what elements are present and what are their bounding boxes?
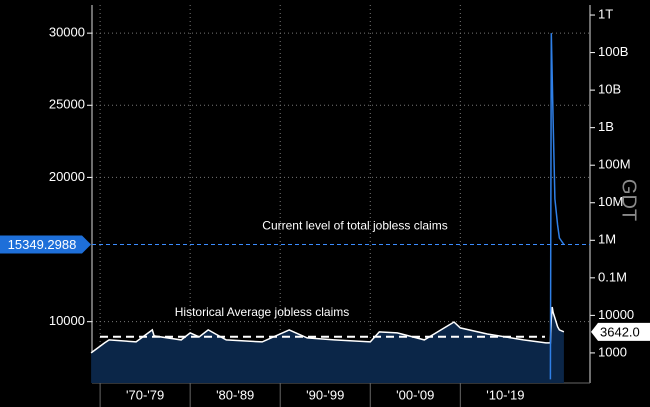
value-tag <box>591 322 650 341</box>
value-tag-label: 15349.2988 <box>8 237 77 252</box>
x-tick-label: '80-'89 <box>216 387 254 402</box>
y2-tick-label: 1T <box>598 6 613 21</box>
annotation: Historical Average jobless claims <box>175 305 350 319</box>
y2-tick-label: 100B <box>598 44 628 59</box>
value-tag <box>0 235 91 254</box>
y2-tick-label: 0.1M <box>598 269 627 284</box>
x-tick-label: '90-'99 <box>306 387 344 402</box>
y2-tick-label: 1M <box>598 232 616 247</box>
y2-tick-label: 10M <box>598 194 623 209</box>
x-tick-label: '10-'19 <box>486 387 524 402</box>
series-line <box>549 33 565 380</box>
y2-tick-label: 100M <box>598 157 631 172</box>
y2-tick-label: 10000 <box>598 307 634 322</box>
x-tick-label: '70-'79 <box>126 387 164 402</box>
y2-tick-label: 10B <box>598 82 621 97</box>
annotation: Current level of total jobless claims <box>262 219 447 233</box>
x-tick-label: '00-'09 <box>396 387 434 402</box>
area <box>91 307 564 383</box>
y2-tick-label: 1000 <box>598 344 627 359</box>
y-tick-label: 20000 <box>49 169 85 184</box>
y2-tick-label: 1B <box>598 119 614 134</box>
y-tick-label: 25000 <box>49 97 85 112</box>
y-tick-label: 30000 <box>49 25 85 40</box>
y-tick-label: 10000 <box>49 313 85 328</box>
value-tag-label: 3642.0 <box>600 324 640 339</box>
y2-axis-label: GDT <box>618 179 640 221</box>
